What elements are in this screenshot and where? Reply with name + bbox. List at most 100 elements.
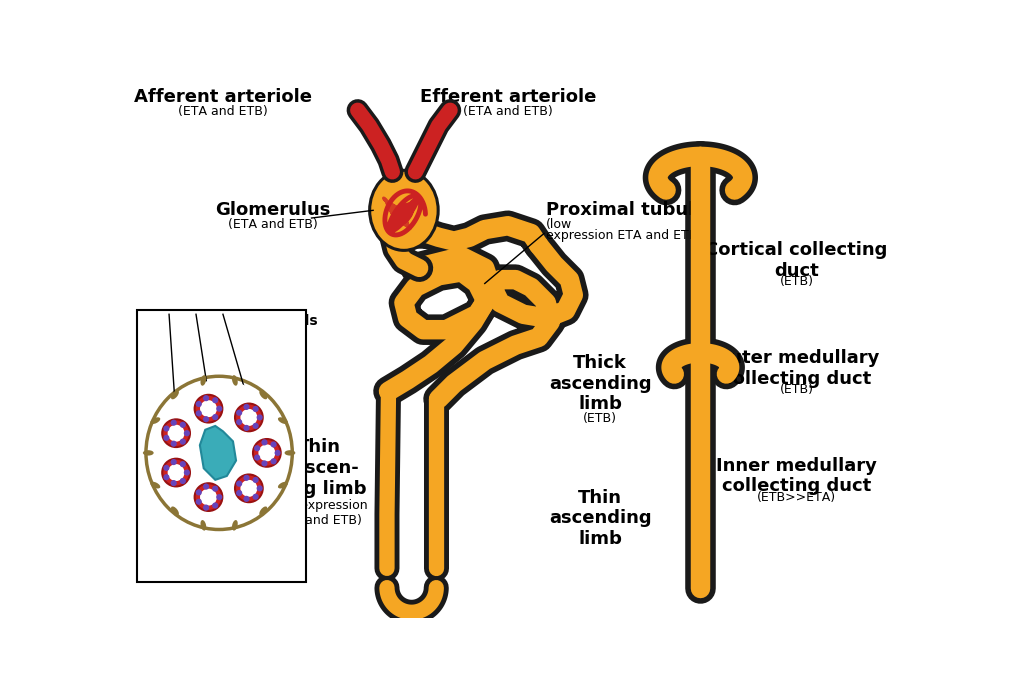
Text: Mesangial cells: Mesangial cells (199, 314, 317, 328)
Circle shape (270, 441, 276, 448)
Text: Thin
descen-
ding limb: Thin descen- ding limb (272, 439, 367, 498)
Circle shape (212, 486, 218, 492)
Circle shape (237, 419, 243, 425)
Circle shape (200, 489, 217, 505)
Text: (ETΒ): (ETΒ) (584, 412, 617, 425)
Circle shape (180, 439, 186, 445)
FancyBboxPatch shape (137, 310, 306, 582)
Circle shape (196, 401, 202, 407)
Circle shape (254, 455, 260, 461)
Circle shape (274, 450, 281, 456)
Circle shape (195, 483, 222, 511)
Circle shape (253, 477, 259, 483)
Circle shape (196, 489, 202, 496)
Circle shape (237, 490, 243, 496)
Text: Glomerulus: Glomerulus (215, 201, 331, 219)
Circle shape (163, 465, 169, 471)
Ellipse shape (171, 390, 179, 399)
Circle shape (183, 430, 190, 437)
Circle shape (241, 409, 257, 426)
Circle shape (216, 405, 222, 412)
Text: (low expression
ETΑ and ETΒ): (low expression ETΑ and ETΒ) (270, 499, 368, 527)
Text: (ETΒ): (ETΒ) (779, 383, 814, 396)
Circle shape (203, 395, 209, 401)
Circle shape (261, 439, 267, 446)
Text: (ETΑ and ETΒ): (ETΑ and ETΒ) (199, 328, 278, 338)
Text: Thick
ascending
limb: Thick ascending limb (549, 354, 651, 414)
Text: (ETΑ and ETΒ): (ETΑ and ETΒ) (463, 105, 553, 117)
Circle shape (203, 484, 209, 490)
Circle shape (237, 480, 243, 486)
Circle shape (212, 414, 218, 420)
Ellipse shape (143, 450, 154, 455)
Text: Proximal tubule: Proximal tubule (547, 201, 707, 219)
Circle shape (244, 496, 250, 502)
Ellipse shape (150, 380, 289, 525)
Circle shape (253, 493, 259, 500)
Ellipse shape (151, 417, 161, 424)
Circle shape (244, 475, 250, 481)
Circle shape (212, 397, 218, 403)
Ellipse shape (259, 390, 267, 399)
Circle shape (180, 478, 186, 484)
Circle shape (237, 409, 243, 416)
Text: (low: (low (547, 218, 572, 230)
Circle shape (171, 420, 177, 426)
Circle shape (257, 414, 263, 421)
Circle shape (236, 475, 263, 502)
Circle shape (203, 416, 209, 422)
Ellipse shape (259, 507, 267, 516)
Circle shape (180, 461, 186, 467)
Text: Afferent arteriole: Afferent arteriole (134, 88, 312, 106)
Ellipse shape (278, 417, 288, 424)
Circle shape (171, 441, 177, 447)
Circle shape (203, 505, 209, 511)
Ellipse shape (285, 450, 295, 455)
Text: (ETΒ): (ETΒ) (779, 276, 814, 289)
Circle shape (244, 404, 250, 410)
Ellipse shape (171, 507, 179, 516)
Circle shape (253, 406, 259, 412)
Text: Thin
ascending
limb: Thin ascending limb (549, 489, 651, 548)
Text: Cortical collecting
duct: Cortical collecting duct (706, 241, 888, 280)
Text: (ETΒ>>ETΑ): (ETΒ>>ETΑ) (757, 491, 837, 504)
Circle shape (196, 410, 202, 416)
Circle shape (253, 439, 281, 467)
Circle shape (254, 445, 260, 451)
Text: Efferent arteriole: Efferent arteriole (420, 88, 596, 106)
Ellipse shape (232, 375, 238, 386)
Text: Inner medullary
collecting duct: Inner medullary collecting duct (716, 457, 877, 496)
Circle shape (162, 459, 190, 486)
Ellipse shape (201, 520, 206, 531)
Circle shape (244, 425, 250, 431)
Circle shape (180, 422, 186, 428)
Circle shape (168, 464, 184, 481)
Circle shape (168, 425, 184, 441)
Circle shape (216, 494, 222, 500)
Circle shape (196, 499, 202, 505)
Text: expression ETΑ and ETΒ): expression ETΑ and ETΒ) (547, 229, 702, 242)
Circle shape (257, 485, 263, 491)
Ellipse shape (278, 482, 288, 489)
Text: (ETΑ and ETΒ): (ETΑ and ETΒ) (178, 105, 268, 117)
Circle shape (236, 404, 263, 431)
Circle shape (261, 460, 267, 466)
Text: (ETΑ>>ETΒ): (ETΑ>>ETΒ) (141, 328, 211, 338)
Circle shape (241, 480, 257, 497)
Circle shape (162, 419, 190, 447)
Text: (ETΑ and ETΒ): (ETΑ and ETΒ) (228, 218, 317, 230)
Ellipse shape (368, 169, 439, 252)
Ellipse shape (146, 376, 292, 530)
Circle shape (212, 502, 218, 509)
Circle shape (195, 395, 222, 423)
Text: Podocytes: Podocytes (141, 314, 222, 328)
Circle shape (183, 469, 190, 475)
Ellipse shape (232, 520, 238, 531)
Ellipse shape (151, 482, 161, 489)
Circle shape (258, 444, 275, 462)
Ellipse shape (371, 172, 436, 249)
Circle shape (163, 435, 169, 441)
Polygon shape (200, 426, 237, 480)
Circle shape (171, 459, 177, 465)
Ellipse shape (201, 375, 206, 386)
